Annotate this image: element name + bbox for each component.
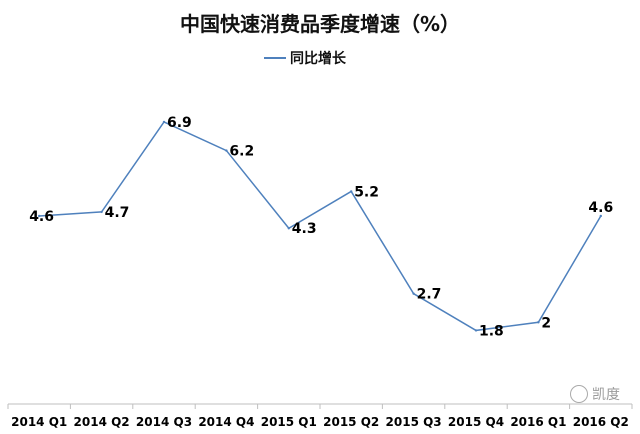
x-tick-label: 2014 Q2	[74, 415, 130, 429]
data-label: 4.3	[292, 221, 317, 237]
x-tick-label: 2014 Q1	[11, 415, 67, 429]
data-point	[100, 210, 103, 214]
data-point	[474, 329, 478, 332]
data-point	[537, 321, 540, 324]
data-point	[599, 214, 602, 218]
x-tick-label: 2014 Q3	[136, 415, 192, 429]
data-label: 6.9	[167, 115, 192, 131]
x-tick-label: 2015 Q3	[386, 415, 442, 429]
data-point	[412, 292, 415, 295]
data-label: 4.7	[105, 205, 130, 221]
data-label: 1.8	[479, 323, 504, 339]
x-tick-label: 2016 Q1	[510, 415, 566, 429]
x-tick-label: 2014 Q4	[198, 415, 254, 429]
legend-label: 同比增长	[290, 51, 346, 67]
data-point	[162, 120, 166, 124]
data-point	[38, 214, 41, 218]
data-label: 2	[541, 315, 551, 331]
legend: 同比增长	[264, 48, 346, 68]
data-point	[225, 149, 228, 152]
x-tick-label: 2016 Q2	[573, 415, 629, 429]
watermark-text: 凯度	[592, 387, 620, 403]
x-tick-label: 2015 Q2	[323, 415, 379, 429]
data-label: 6.2	[229, 144, 254, 160]
data-point	[287, 227, 290, 230]
x-tick-label: 2015 Q1	[261, 415, 317, 429]
series-line	[39, 121, 602, 332]
data-label: 4.6	[29, 209, 54, 225]
data-point	[350, 190, 353, 193]
legend-swatch	[264, 57, 286, 59]
data-label: 5.2	[354, 184, 379, 200]
wechat-icon	[570, 385, 588, 403]
chart-title: 中国快速消费品季度增速（%）	[179, 12, 461, 36]
data-label: 2.7	[417, 287, 442, 303]
watermark: 凯度	[570, 384, 620, 404]
x-tick-label: 2015 Q4	[448, 415, 504, 429]
data-label: 4.6	[588, 200, 613, 216]
